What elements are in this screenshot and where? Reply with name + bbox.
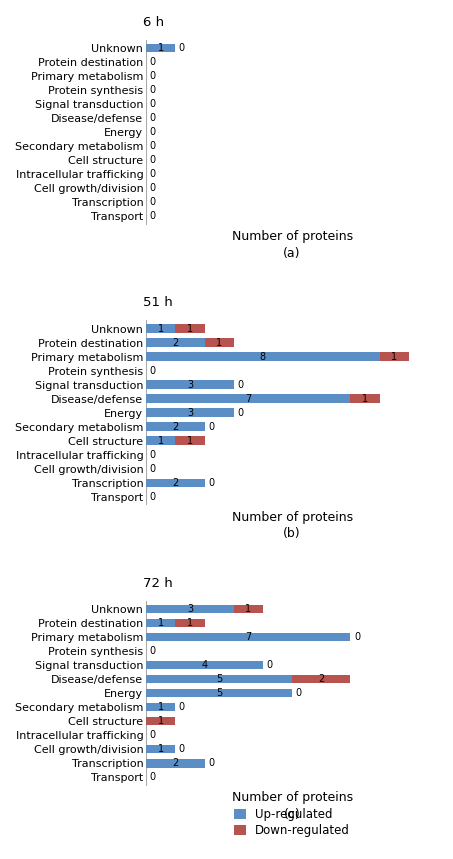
Text: 0: 0 bbox=[179, 703, 185, 712]
Text: 0: 0 bbox=[149, 366, 156, 375]
Text: 1: 1 bbox=[216, 338, 222, 348]
Text: 2: 2 bbox=[172, 478, 178, 488]
Text: 1: 1 bbox=[187, 618, 193, 628]
Bar bbox=[146, 423, 204, 431]
Text: 0: 0 bbox=[149, 491, 156, 502]
Text: 8: 8 bbox=[260, 351, 266, 362]
Text: 51 h: 51 h bbox=[143, 296, 173, 309]
Text: 0: 0 bbox=[149, 730, 156, 740]
Text: 0: 0 bbox=[179, 43, 185, 53]
Text: (a): (a) bbox=[283, 247, 301, 259]
Text: 1: 1 bbox=[158, 436, 164, 446]
Bar bbox=[146, 619, 175, 627]
Text: 1: 1 bbox=[391, 351, 397, 362]
Text: 0: 0 bbox=[149, 169, 156, 180]
Text: 7: 7 bbox=[245, 632, 251, 643]
Bar bbox=[234, 605, 263, 613]
Text: 1: 1 bbox=[187, 324, 193, 333]
Text: 0: 0 bbox=[149, 646, 156, 656]
X-axis label: Number of proteins: Number of proteins bbox=[231, 510, 352, 524]
Text: 5: 5 bbox=[216, 674, 222, 685]
Bar bbox=[380, 352, 409, 361]
Bar bbox=[175, 436, 204, 445]
Text: 1: 1 bbox=[158, 618, 164, 628]
Text: 0: 0 bbox=[149, 183, 156, 193]
Text: 0: 0 bbox=[149, 450, 156, 460]
Text: 0: 0 bbox=[266, 661, 273, 670]
Text: (c): (c) bbox=[284, 807, 300, 821]
X-axis label: Number of proteins: Number of proteins bbox=[231, 791, 352, 804]
Text: 1: 1 bbox=[158, 324, 164, 333]
Bar bbox=[146, 605, 234, 613]
Bar bbox=[146, 661, 263, 669]
Text: 0: 0 bbox=[208, 478, 214, 488]
Text: 0: 0 bbox=[149, 127, 156, 137]
Text: 0: 0 bbox=[208, 422, 214, 432]
Text: 0: 0 bbox=[179, 744, 185, 754]
Text: 0: 0 bbox=[149, 71, 156, 81]
Bar bbox=[146, 338, 204, 347]
Bar bbox=[146, 745, 175, 753]
Text: 6 h: 6 h bbox=[143, 15, 164, 28]
Text: 2: 2 bbox=[318, 674, 324, 685]
Text: (b): (b) bbox=[283, 527, 301, 540]
Text: 0: 0 bbox=[149, 141, 156, 151]
Bar bbox=[146, 759, 204, 767]
Text: 0: 0 bbox=[149, 57, 156, 67]
Bar bbox=[146, 44, 175, 52]
Text: 1: 1 bbox=[158, 744, 164, 754]
Bar bbox=[292, 675, 351, 684]
Text: 0: 0 bbox=[149, 99, 156, 109]
Bar bbox=[146, 478, 204, 487]
Bar bbox=[146, 409, 234, 417]
Bar bbox=[204, 338, 234, 347]
Text: 2: 2 bbox=[172, 758, 178, 768]
Bar bbox=[146, 675, 292, 684]
Bar bbox=[146, 717, 175, 726]
Bar bbox=[175, 619, 204, 627]
Bar bbox=[146, 325, 175, 333]
Bar bbox=[351, 394, 380, 403]
Text: 1: 1 bbox=[158, 703, 164, 712]
Text: 0: 0 bbox=[237, 408, 243, 417]
X-axis label: Number of proteins: Number of proteins bbox=[231, 230, 352, 243]
Bar bbox=[146, 352, 380, 361]
Text: 1: 1 bbox=[158, 716, 164, 727]
Text: 0: 0 bbox=[149, 113, 156, 123]
Bar bbox=[175, 325, 204, 333]
Text: 3: 3 bbox=[187, 380, 193, 390]
Text: 5: 5 bbox=[216, 688, 222, 698]
Bar bbox=[146, 436, 175, 445]
Text: 0: 0 bbox=[354, 632, 360, 643]
Bar bbox=[146, 381, 234, 389]
Text: 0: 0 bbox=[237, 380, 243, 390]
Text: 72 h: 72 h bbox=[143, 576, 173, 590]
Text: 2: 2 bbox=[172, 338, 178, 348]
Text: 0: 0 bbox=[149, 197, 156, 207]
Bar bbox=[146, 633, 351, 642]
Text: 4: 4 bbox=[202, 661, 207, 670]
Text: 1: 1 bbox=[158, 43, 164, 53]
Text: 1: 1 bbox=[362, 393, 368, 404]
Text: 0: 0 bbox=[149, 211, 156, 221]
Text: 0: 0 bbox=[208, 758, 214, 768]
Text: 0: 0 bbox=[149, 464, 156, 473]
Text: 7: 7 bbox=[245, 393, 251, 404]
Text: 3: 3 bbox=[187, 604, 193, 614]
Bar bbox=[146, 703, 175, 711]
Text: 3: 3 bbox=[187, 408, 193, 417]
Legend: Up-regulated, Down-regulated: Up-regulated, Down-regulated bbox=[231, 804, 354, 841]
Text: 0: 0 bbox=[149, 85, 156, 95]
Text: 2: 2 bbox=[172, 422, 178, 432]
Bar bbox=[146, 394, 351, 403]
Text: 0: 0 bbox=[295, 688, 302, 698]
Text: 0: 0 bbox=[149, 155, 156, 165]
Text: 0: 0 bbox=[149, 772, 156, 783]
Bar bbox=[146, 689, 292, 698]
Text: 1: 1 bbox=[187, 436, 193, 446]
Text: 1: 1 bbox=[245, 604, 251, 614]
